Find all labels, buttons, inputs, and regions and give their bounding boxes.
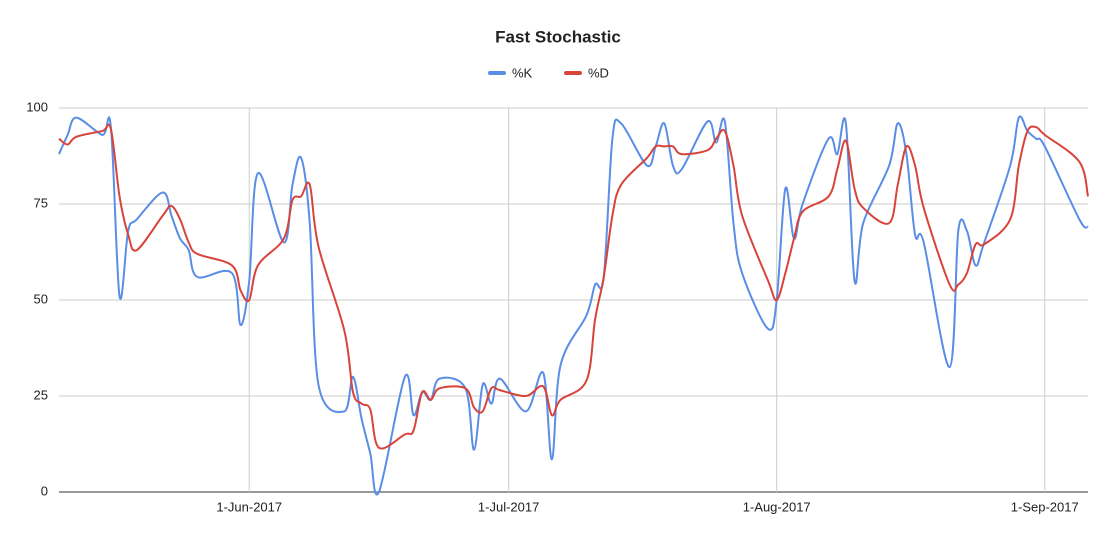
- y-tick-label: 0: [41, 483, 48, 498]
- chart-title: Fast Stochastic: [495, 27, 621, 46]
- series-line: [58, 123, 1089, 450]
- legend-label: %D: [588, 65, 609, 80]
- x-tick-label: 1-Jun-2017: [216, 499, 282, 514]
- y-tick-label: 75: [34, 195, 48, 210]
- x-tick-label: 1-Aug-2017: [743, 499, 811, 514]
- x-tick-label: 1-Sep-2017: [1011, 499, 1079, 514]
- legend-label: %K: [512, 65, 533, 80]
- y-tick-label: 25: [34, 387, 48, 402]
- y-tick-label: 50: [34, 291, 48, 306]
- series-line: [58, 115, 1089, 496]
- x-tick-label: 1-Jul-2017: [478, 499, 539, 514]
- y-tick-label: 100: [26, 99, 48, 114]
